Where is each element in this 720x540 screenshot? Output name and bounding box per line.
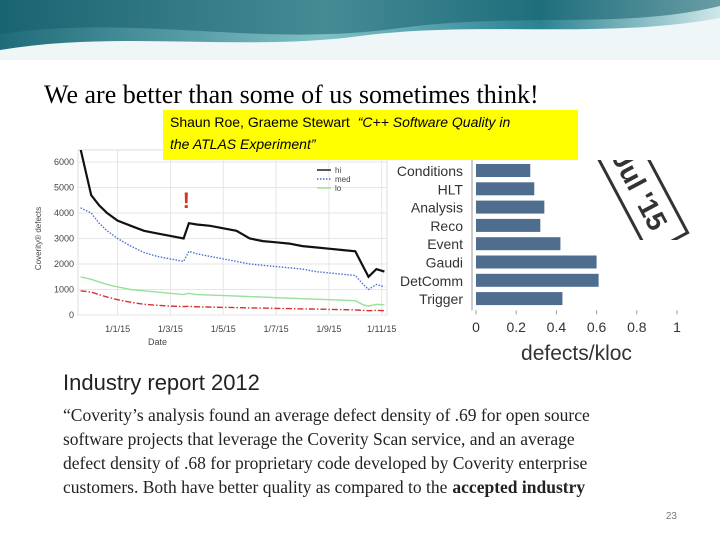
header-banner [0,0,720,60]
x-tick-label: 1/9/15 [316,324,341,334]
stamp-frame [590,160,690,240]
slide-title: We are better than some of us sometimes … [44,80,539,109]
x-tick-label: 1/11/15 [367,324,396,334]
x-tick-label: 1/1/15 [105,324,130,334]
x-tick-label: 0 [472,319,480,335]
y-tick-label: 4000 [54,208,74,218]
line-chart: 0 1000 2000 3000 4000 5000 6000 1/1/15 1/3/15 1/5… [34,149,396,347]
citation-box: Shaun Roe, Graeme Stewart “C++ Software Q… [163,110,578,160]
x-axis-label: Date [148,337,167,347]
y-tick-label: 0 [69,310,74,320]
quote-line: software projects that leverage the Cove… [63,429,575,449]
x-tick-label: 1 [673,319,681,335]
bar-chart: Jul '15 Conditions HLT Analysis Reco Event Gau… [397,158,690,365]
bar [476,292,563,306]
quote-line: “Coverity’s analysis found an average de… [63,405,590,425]
y-tick-label: 6000 [54,157,74,167]
x-tick-label: 0.4 [547,319,567,335]
x-tick-label: 1/5/15 [211,324,236,334]
quote-line: defect density of .68 for proprietary co… [63,453,588,473]
x-tick-label: 1/3/15 [158,324,183,334]
x-tick-label: 0.2 [506,319,526,335]
bar [476,164,531,177]
category-label: Gaudi [426,255,463,271]
series-line [80,276,385,307]
quote-text: defect density of .68 for proprietary co… [63,453,588,473]
y-tick-label: 2000 [54,259,74,269]
quote-bold: accepted industry [452,477,585,497]
series-line [79,150,385,279]
category-label: DetComm [400,273,463,289]
bar [476,200,545,214]
y-tick-label: 5000 [54,183,74,193]
citation-title: “C++ Software Quality in [358,114,511,130]
category-label: Trigger [419,291,463,307]
y-tick-label: 1000 [54,285,74,295]
plot-area [77,149,388,316]
citation-authors: Shaun Roe, Graeme Stewart [170,114,350,130]
report-heading: Industry report 2012 [63,370,260,395]
x-axis-label: defects/kloc [521,342,632,365]
bar [476,218,541,232]
bar [476,273,599,287]
bar [476,182,535,196]
x-tick-label: 0.8 [627,319,647,335]
y-axis-label: Coverity® defects [34,207,43,270]
annotation: ! [183,188,190,213]
category-label: Event [427,236,463,252]
category-label: HLT [438,181,464,197]
x-tick-label: 0.6 [587,319,607,335]
stamp-body: Jul '15 [590,160,690,240]
bar [476,237,561,251]
citation-title: the ATLAS Experiment” [170,136,317,152]
date-stamp: Jul '15 [590,160,690,240]
legend-label: med [335,175,351,184]
x-tick-label: 1/7/15 [264,324,289,334]
legend-label: lo [335,184,342,193]
y-tick-label: 3000 [54,234,74,244]
legend-label: hi [335,166,341,175]
series-line [80,290,385,312]
quote-text: customers. Both have better quality as c… [63,477,448,497]
quote-line: customers. Both have better quality as c… [63,477,585,497]
citation-line: Shaun Roe, Graeme Stewart “C++ Software Q… [170,114,510,130]
series-line [80,207,385,291]
quote-text: “Coverity’s analysis found an average de… [63,405,590,425]
page-number: 23 [666,511,678,522]
category-label: Reco [430,218,463,234]
quote-text: software projects that leverage the Cove… [63,429,575,449]
category-label: Conditions [397,163,463,179]
report-quote: “Coverity’s analysis found an average de… [63,405,590,497]
bar [476,255,597,269]
category-label: Analysis [411,200,463,216]
plot-lines [79,150,385,312]
